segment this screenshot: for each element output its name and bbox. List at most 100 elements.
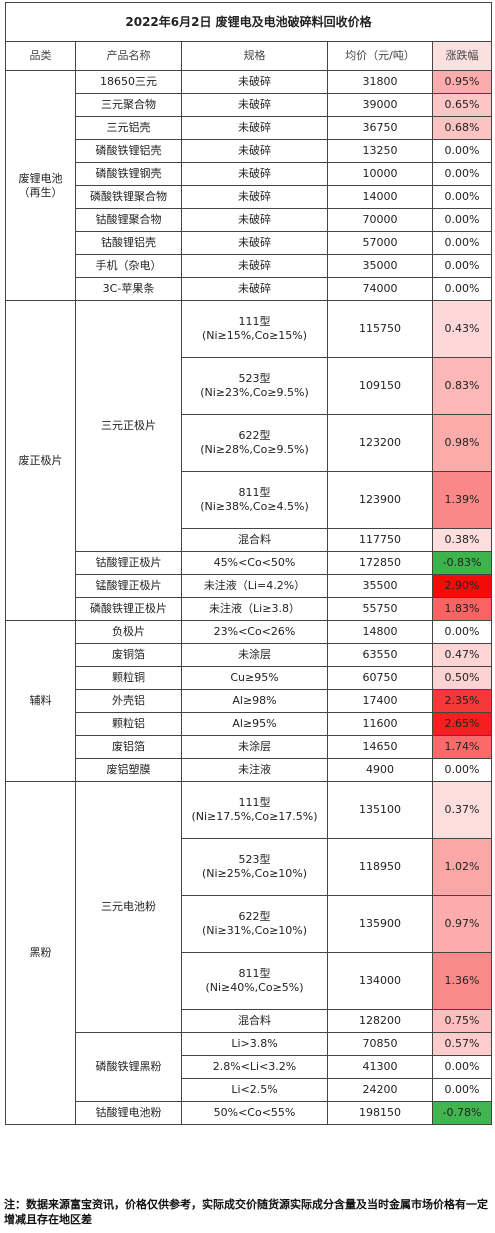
change-cell: 0.43% (431, 300, 493, 358)
product-cell: 负极片 (75, 620, 182, 644)
change-cell: 0.00% (431, 1078, 493, 1102)
change-cell: 0.68% (431, 116, 493, 140)
category-cell: 辅料 (5, 620, 76, 782)
change-cell: 0.00% (431, 277, 493, 301)
spec-cell: 111型 (Ni≥15%,Co≥15%) (181, 300, 328, 358)
price-cell: 55750 (327, 597, 433, 621)
change-cell: 0.00% (431, 254, 493, 278)
product-cell: 磷酸铁锂黑粉 (75, 1032, 182, 1102)
price-cell: 128200 (327, 1009, 433, 1033)
product-cell: 外壳铝 (75, 689, 182, 713)
spec-cell: 未涂层 (181, 643, 328, 667)
price-cell: 31800 (327, 70, 433, 94)
table-row: 锰酸锂正极片 未注液（Li=4.2%） 35500 2.90% (6, 574, 493, 598)
spec-cell: 811型 (Ni≥40%,Co≥5%) (181, 952, 328, 1010)
product-cell: 颗粒铜 (75, 666, 182, 690)
spec-cell: 混合料 (181, 528, 328, 552)
table-row: 622型 (Ni≥31%,Co≥10%) 135900 0.97% (6, 895, 493, 953)
spec-cell: 523型 (Ni≥25%,Co≥10%) (181, 838, 328, 896)
table-row: 废正极片 三元正极片 111型 (Ni≥15%,Co≥15%) 115750 0.43% (5, 300, 493, 621)
change-cell: 2.90% (431, 574, 493, 598)
price-cell: 41300 (327, 1055, 433, 1079)
spec-cell: Al≥95% (181, 712, 328, 736)
spec-cell: 未破碎 (181, 116, 328, 140)
spec-cell: Al≥98% (181, 689, 328, 713)
change-cell: 2.65% (431, 712, 493, 736)
change-cell: -0.78% (431, 1101, 493, 1125)
spec-cell: 23%<Co<26% (181, 620, 328, 644)
price-cell: 10000 (327, 162, 433, 186)
price-cell: 198150 (327, 1101, 433, 1125)
table-row: 3C-苹果条 未破碎 74000 0.00% (6, 277, 493, 301)
table-row: 钴酸锂铝壳 未破碎 57000 0.00% (6, 231, 493, 255)
spec-cell: 未注液（Li=4.2%） (181, 574, 328, 598)
spec-cell: 未破碎 (181, 70, 328, 94)
spec-cell: Li<2.5% (181, 1078, 328, 1102)
product-cell: 三元正极片 (75, 300, 182, 552)
change-cell: 0.47% (431, 643, 493, 667)
change-cell: 0.95% (431, 70, 493, 94)
table-row: 颗粒铜 Cu≥95% 60750 0.50% (6, 666, 493, 690)
change-cell: 0.98% (431, 414, 493, 472)
price-cell: 11600 (327, 712, 433, 736)
table-body: 2022年6月2日 废锂电及电池破碎料回收价格 品类 产品名称 规格 均价（元/… (4, 2, 493, 1125)
spec-cell: 未破碎 (181, 185, 328, 209)
table-row: 523型 (Ni≥23%,Co≥9.5%) 109150 0.83% (6, 357, 493, 415)
table-title: 2022年6月2日 废锂电及电池破碎料回收价格 (4, 2, 493, 42)
product-cell: 锰酸锂正极片 (75, 574, 182, 598)
table-row: 811型 (Ni≥38%,Co≥4.5%) 123900 1.39% (6, 471, 493, 529)
product-cell: 钴酸锂正极片 (75, 551, 182, 575)
table-row: 磷酸铁锂钢壳 未破碎 10000 0.00% (6, 162, 493, 186)
price-cell: 70000 (327, 208, 433, 232)
table-row: 磷酸铁锂聚合物 未破碎 14000 0.00% (6, 185, 493, 209)
change-cell: -0.83% (431, 551, 493, 575)
price-cell: 109150 (327, 357, 433, 415)
change-cell: 1.83% (431, 597, 493, 621)
table-row: 三元聚合物 未破碎 39000 0.65% (6, 93, 493, 117)
table-row: 手机（杂电） 未破碎 35000 0.00% (6, 254, 493, 278)
change-cell: 0.65% (431, 93, 493, 117)
price-cell: 123900 (327, 471, 433, 529)
price-cell: 57000 (327, 231, 433, 255)
table-row: 磷酸铁锂正极片 未注液（Li≥3.8） 55750 1.83% (6, 597, 493, 621)
category-cell: 废锂电池（再生） (5, 70, 76, 301)
price-cell: 60750 (327, 666, 433, 690)
price-cell: 117750 (327, 528, 433, 552)
table-row: 钴酸锂电池粉 50%<Co<55% 198150 -0.78% (6, 1101, 493, 1125)
spec-cell: 未破碎 (181, 254, 328, 278)
change-cell: 1.74% (431, 735, 493, 759)
header-cell: 品类 (5, 41, 76, 71)
header-cell: 均价（元/吨） (327, 41, 433, 71)
table-row: 811型 (Ni≥40%,Co≥5%) 134000 1.36% (6, 952, 493, 1010)
spec-cell: 未破碎 (181, 139, 328, 163)
spec-cell: 811型 (Ni≥38%,Co≥4.5%) (181, 471, 328, 529)
spec-cell: 未破碎 (181, 162, 328, 186)
price-cell: 14000 (327, 185, 433, 209)
change-cell: 0.97% (431, 895, 493, 953)
price-cell: 35500 (327, 574, 433, 598)
change-cell: 0.00% (431, 620, 493, 644)
price-cell: 74000 (327, 277, 433, 301)
product-cell: 三元铝壳 (75, 116, 182, 140)
spec-cell: 111型 (Ni≥17.5%,Co≥17.5%) (181, 781, 328, 839)
change-cell: 0.00% (431, 185, 493, 209)
spec-cell: 45%<Co<50% (181, 551, 328, 575)
change-cell: 0.37% (431, 781, 493, 839)
price-cell: 14650 (327, 735, 433, 759)
table-row: 混合料 128200 0.75% (6, 1009, 493, 1033)
table-row: 废铝箔 未涂层 14650 1.74% (6, 735, 493, 759)
price-table: 2022年6月2日 废锂电及电池破碎料回收价格 品类 产品名称 规格 均价（元/… (4, 2, 493, 1125)
price-cell: 39000 (327, 93, 433, 117)
spec-cell: 50%<Co<55% (181, 1101, 328, 1125)
table-row: 磷酸铁锂黑粉 Li>3.8% 70850 0.57% (6, 1032, 493, 1102)
price-cell: 4900 (327, 758, 433, 782)
change-cell: 0.38% (431, 528, 493, 552)
price-cell: 24200 (327, 1078, 433, 1102)
change-cell: 0.00% (431, 231, 493, 255)
table-row: 废锂电池（再生） 18650三元 未破碎 31800 0.95% (5, 70, 493, 301)
spec-cell: 523型 (Ni≥23%,Co≥9.5%) (181, 357, 328, 415)
price-cell: 63550 (327, 643, 433, 667)
change-cell: 0.00% (431, 139, 493, 163)
spec-cell: 622型 (Ni≥31%,Co≥10%) (181, 895, 328, 953)
table-row: 辅料 负极片 23%<Co<26% 14800 0.00% (5, 620, 493, 782)
